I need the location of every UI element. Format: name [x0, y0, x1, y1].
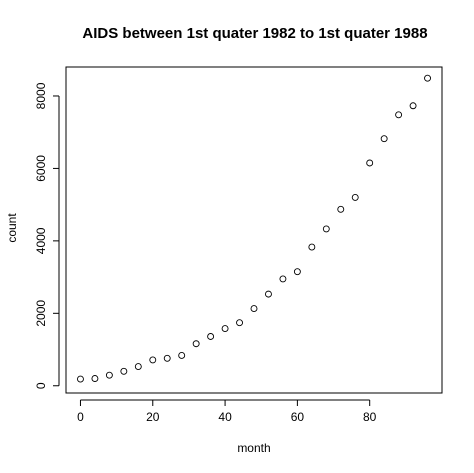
- y-tick-label: 2000: [34, 300, 48, 327]
- data-point: [308, 243, 316, 251]
- data-point: [207, 333, 215, 340]
- data-point: [163, 354, 171, 362]
- y-tick-label: 0: [34, 382, 48, 389]
- data-point: [192, 340, 200, 348]
- data-point: [221, 325, 229, 332]
- chart-title: AIDS between 1st quater 1982 to 1st quat…: [82, 25, 427, 42]
- data-point: [395, 111, 403, 119]
- x-tick-label: 60: [291, 410, 305, 424]
- data-point: [77, 375, 84, 383]
- data-point: [351, 193, 359, 201]
- x-tick-label: 0: [77, 410, 84, 424]
- data-point: [293, 268, 301, 276]
- data-points: [77, 74, 431, 383]
- data-point: [120, 367, 128, 375]
- data-point: [409, 102, 417, 110]
- x-axis: 0 20 40 60 80: [77, 399, 377, 424]
- x-tick-label: 40: [218, 410, 232, 424]
- data-point: [366, 159, 374, 167]
- y-axis: 0 2000 4000 6000 8000: [34, 82, 60, 389]
- data-point: [149, 356, 157, 364]
- data-point: [178, 351, 186, 359]
- data-point: [265, 290, 272, 298]
- x-tick-label: 20: [146, 410, 160, 424]
- x-axis-label: month: [237, 441, 270, 455]
- data-point: [380, 135, 388, 143]
- data-point: [91, 375, 99, 382]
- y-tick-label: 6000: [34, 155, 48, 182]
- data-point: [236, 319, 243, 327]
- data-point: [134, 363, 142, 371]
- data-point: [322, 225, 330, 233]
- data-point: [250, 305, 258, 313]
- y-tick-label: 8000: [34, 82, 48, 109]
- data-point: [105, 371, 113, 379]
- x-tick-label: 80: [363, 410, 377, 424]
- data-point: [424, 74, 431, 82]
- y-tick-label: 4000: [34, 227, 48, 254]
- plot-frame: [65, 66, 443, 394]
- data-point: [279, 275, 287, 283]
- data-point: [337, 205, 345, 213]
- y-axis-label: count: [5, 213, 19, 243]
